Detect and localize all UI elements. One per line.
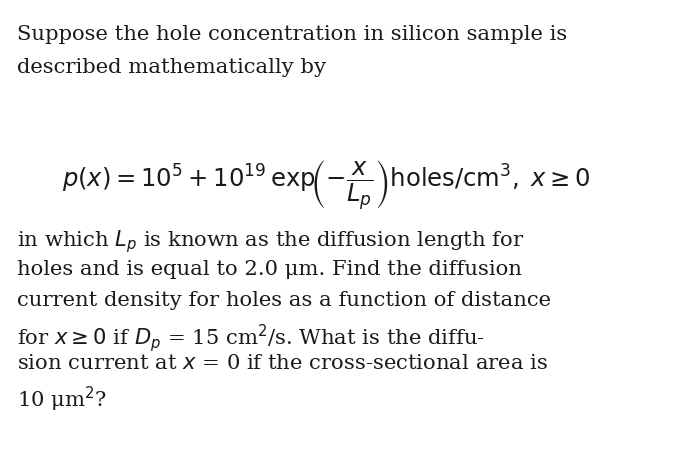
Text: 10 μm$^2$?: 10 μm$^2$? [17, 385, 107, 414]
Text: Suppose the hole concentration in silicon sample is: Suppose the hole concentration in silico… [17, 25, 567, 44]
Text: $p(x) = 10^{5} + 10^{19}\,\mathrm{exp}\!\left(-\dfrac{x}{L_p}\right)\mathrm{hole: $p(x) = 10^{5} + 10^{19}\,\mathrm{exp}\!… [62, 158, 590, 212]
Text: holes and is equal to 2.0 μm. Find the diffusion: holes and is equal to 2.0 μm. Find the d… [17, 260, 522, 279]
Text: current density for holes as a function of distance: current density for holes as a function … [17, 291, 551, 310]
Text: described mathematically by: described mathematically by [17, 58, 326, 77]
Text: sion current at $x$ = 0 if the cross-sectional area is: sion current at $x$ = 0 if the cross-sec… [17, 354, 548, 373]
Text: for $x \geq 0$ if $D_p$ = 15 cm$^2$/s. What is the diffu-: for $x \geq 0$ if $D_p$ = 15 cm$^2$/s. W… [17, 323, 485, 355]
Text: in which $L_p$ is known as the diffusion length for: in which $L_p$ is known as the diffusion… [17, 228, 524, 255]
